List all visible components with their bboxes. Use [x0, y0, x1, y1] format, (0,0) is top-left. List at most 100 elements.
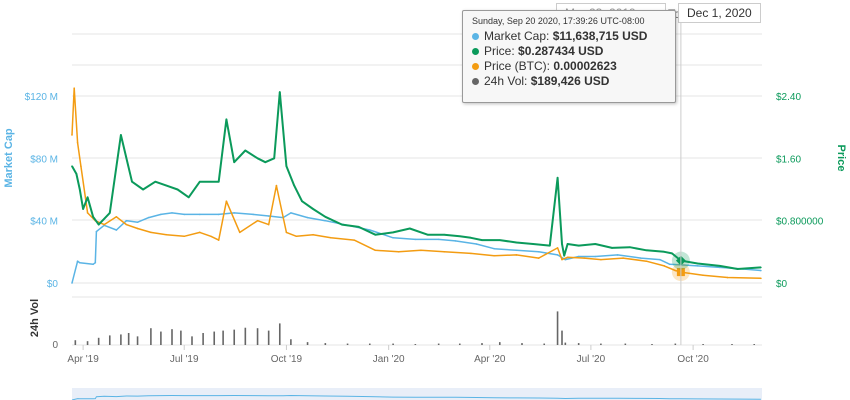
tooltip-label: Market Cap: [484, 29, 550, 43]
right-axis-tick-label: $0 [776, 279, 788, 290]
data-point [515, 254, 518, 256]
volume-bar [278, 323, 281, 345]
navigator-series [71, 394, 761, 400]
data-point [233, 161, 236, 164]
date-to-input[interactable]: Dec 1, 2020 [678, 3, 761, 23]
data-point [645, 260, 648, 262]
data-point [341, 223, 343, 226]
data-point [330, 237, 332, 239]
volume-bar [160, 331, 162, 345]
volume-bar [674, 343, 677, 345]
data-point [120, 134, 122, 136]
data-point [176, 188, 179, 191]
data-point [645, 249, 648, 252]
data-point [71, 282, 73, 284]
data-point [640, 257, 642, 259]
data-point [233, 212, 236, 214]
data-point [736, 268, 739, 270]
volume-bar [498, 342, 501, 345]
volume-bar [86, 341, 89, 345]
data-point [668, 263, 671, 266]
data-point [97, 223, 100, 226]
data-point [278, 91, 281, 93]
data-point [312, 233, 314, 236]
left-axis-tick-label: $80 M [30, 154, 58, 165]
data-point [760, 269, 762, 272]
data-point [458, 235, 461, 238]
data-point [225, 118, 228, 121]
data-point [470, 237, 472, 239]
data-point [165, 184, 168, 187]
data-point [324, 215, 327, 218]
data-point [702, 274, 704, 277]
data-point [475, 243, 478, 245]
navigator-mask [72, 388, 762, 400]
series-line-price-btc [71, 87, 761, 280]
data-point [760, 277, 762, 280]
market-cap-dot-icon [472, 33, 479, 40]
x-tick-label: Jul '20 [577, 354, 606, 365]
x-tick-label: Oct '20 [677, 354, 709, 365]
volume-bar [191, 336, 193, 345]
data-point [136, 227, 139, 230]
data-point [285, 231, 288, 234]
data-point [256, 157, 259, 160]
volume-bar [120, 334, 122, 345]
data-point [663, 251, 666, 253]
right-axis-tick-label: $2.40 [776, 92, 801, 103]
tooltip-value: $0.287434 USD [518, 44, 604, 58]
data-point [76, 141, 79, 144]
data-point [165, 233, 168, 236]
data-point [577, 255, 580, 258]
volume-bar [624, 343, 627, 345]
data-point [374, 249, 377, 252]
data-point [566, 243, 569, 245]
data-point [437, 238, 440, 241]
volume-axis-tick-label: 0 [52, 340, 58, 351]
data-point [80, 165, 82, 167]
data-point [115, 215, 118, 218]
data-point [238, 231, 241, 234]
data-point [470, 252, 472, 255]
volume-bar [651, 344, 653, 345]
data-point [515, 241, 518, 244]
data-point [594, 243, 597, 245]
volume-bar [392, 343, 394, 345]
x-tick-label: Jul '19 [170, 354, 199, 365]
data-point [147, 216, 150, 219]
data-point [312, 208, 314, 210]
data-point [82, 208, 84, 210]
data-point [561, 243, 563, 245]
data-point [566, 256, 569, 259]
data-point [76, 260, 79, 262]
data-point [408, 227, 411, 230]
data-point [564, 258, 567, 261]
volume-bar [306, 342, 309, 345]
grid-lines [72, 33, 762, 346]
data-point [663, 265, 666, 267]
data-point [92, 263, 94, 266]
x-tick-label: Jan '20 [373, 354, 405, 365]
volume-dot-icon [472, 78, 479, 85]
data-point [577, 244, 580, 247]
volume-bar [564, 342, 567, 345]
volume-bar [437, 343, 440, 345]
data-point [353, 239, 356, 241]
volume-bar [74, 340, 77, 345]
range-navigator[interactable] [71, 388, 762, 400]
data-point [78, 261, 81, 264]
volume-bar [600, 343, 602, 345]
data-point [108, 212, 111, 214]
data-point [154, 180, 157, 183]
data-point [210, 235, 212, 238]
x-tick-label: Apr '20 [474, 354, 506, 365]
series-line-price [71, 91, 761, 270]
data-point [293, 184, 296, 187]
data-point [73, 87, 76, 90]
volume-bar [233, 329, 236, 345]
data-point [290, 212, 292, 214]
volume-bar [108, 335, 111, 345]
data-point [556, 254, 559, 256]
data-point [71, 165, 73, 167]
data-point [217, 213, 220, 216]
